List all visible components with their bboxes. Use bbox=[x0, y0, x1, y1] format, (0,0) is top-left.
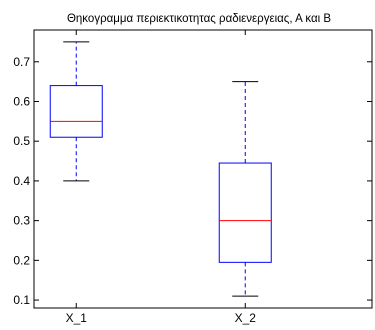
chart-title: Θηκογραμμα περιεκτικοτητας ραδιενεργειας… bbox=[67, 13, 331, 25]
y-tick-label: 0.5 bbox=[13, 134, 30, 148]
x-tick-label: X_1 bbox=[66, 311, 88, 325]
boxes bbox=[49, 41, 272, 297]
y-tick-label: 0.7 bbox=[13, 55, 30, 69]
y-tick-label: 0.1 bbox=[13, 293, 30, 307]
y-axis: 0.1 0.2 0.3 0.4 0.5 0.6 0.7 bbox=[13, 55, 372, 307]
y-tick-label: 0.6 bbox=[13, 94, 30, 108]
box-group-x-1 bbox=[49, 41, 103, 182]
iqr-box bbox=[218, 162, 272, 263]
plot-frame bbox=[33, 29, 373, 309]
x-tick-label: X_2 bbox=[235, 311, 257, 325]
y-tick-label: 0.4 bbox=[13, 174, 30, 188]
y-tick-label: 0.3 bbox=[13, 214, 30, 228]
x-axis: X_1 X_2 bbox=[66, 30, 257, 325]
y-tick-label: 0.2 bbox=[13, 253, 30, 267]
iqr-box bbox=[49, 85, 103, 138]
box-group-x-2 bbox=[218, 81, 272, 297]
